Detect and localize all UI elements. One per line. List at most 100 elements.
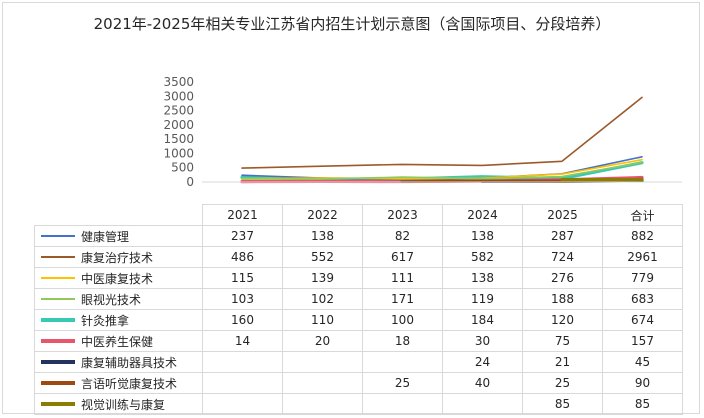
- data-label: 882: [602, 225, 683, 247]
- series-line: [241, 96, 643, 169]
- data-label: 237: [202, 225, 283, 247]
- y-tick-label: 1000: [163, 146, 194, 160]
- table-row: 眼视光技术 103 102 171 119 188 683: [34, 288, 683, 310]
- data-label: [442, 393, 523, 415]
- table-row: 健康管理 237 138 82 138 287 882: [34, 225, 683, 247]
- legend-key: [41, 360, 75, 364]
- data-label: 582: [442, 246, 523, 268]
- data-label: 779: [602, 267, 683, 289]
- data-label: 110: [282, 309, 363, 331]
- data-label: 30: [442, 330, 523, 352]
- data-label: 171: [362, 288, 443, 310]
- legend-key: [41, 256, 75, 258]
- data-label: 138: [442, 225, 523, 247]
- table-row: 中医养生保健 14 20 18 30 75 157: [34, 330, 683, 352]
- series-name: 眼视光技术: [81, 292, 142, 307]
- x-tick-label: 2021: [202, 204, 283, 226]
- legend-key: [41, 235, 75, 237]
- data-label: 102: [282, 288, 363, 310]
- data-label: 674: [602, 309, 683, 331]
- table-corner-cell: [34, 204, 203, 226]
- data-label: 25: [362, 372, 443, 394]
- legend-entry: 视觉训练与康复: [34, 393, 203, 415]
- series-name: 言语听觉康复技术: [81, 376, 178, 391]
- x-tick-label: 2025: [522, 204, 603, 226]
- data-label: 85: [522, 393, 603, 415]
- legend-key: [41, 402, 75, 406]
- data-label: 45: [602, 351, 683, 373]
- data-label: [282, 351, 363, 373]
- series-name: 针灸推拿: [81, 313, 130, 328]
- x-tick-label: 合计: [602, 204, 683, 226]
- x-tick-label: 2022: [282, 204, 363, 226]
- y-tick-label: 1500: [163, 132, 194, 146]
- y-tick-label: 2000: [163, 118, 194, 132]
- legend-entry: 针灸推拿: [34, 309, 203, 331]
- data-label: [362, 351, 443, 373]
- data-label: 138: [442, 267, 523, 289]
- data-label: 75: [522, 330, 603, 352]
- data-label: 82: [362, 225, 443, 247]
- series-name: 视觉训练与康复: [81, 397, 166, 412]
- data-label: 21: [522, 351, 603, 373]
- data-label: 683: [602, 288, 683, 310]
- chart-title: 2021年-2025年相关专业江苏省内招生计划示意图（含国际项目、分段培养）: [93, 15, 611, 33]
- data-label: 24: [442, 351, 523, 373]
- data-label: 90: [602, 372, 683, 394]
- table-row: 康复辅助器具技术 24 21 45: [34, 351, 683, 373]
- table-row: 针灸推拿 160 110 100 184 120 674: [34, 309, 683, 331]
- data-label: 157: [602, 330, 683, 352]
- legend-entry: 康复辅助器具技术: [34, 351, 203, 373]
- data-label: 119: [442, 288, 523, 310]
- data-table-legend: 2021 2022 2023 2024 2025 合计 健康管理 237 138 82 138 287…: [34, 204, 683, 415]
- data-label: [282, 393, 363, 415]
- data-label: 139: [282, 267, 363, 289]
- data-label: 25: [522, 372, 603, 394]
- data-label: 103: [202, 288, 283, 310]
- legend-entry: 康复治疗技术: [34, 246, 203, 268]
- series-name: 中医康复技术: [81, 271, 154, 286]
- legend-entry: 中医养生保健: [34, 330, 203, 352]
- data-label: 552: [282, 246, 363, 268]
- data-label: 85: [602, 393, 683, 415]
- data-label: 276: [522, 267, 603, 289]
- y-tick-label: 3500: [163, 75, 194, 89]
- series-name: 康复辅助器具技术: [81, 355, 178, 370]
- data-label: 617: [362, 246, 443, 268]
- series-name: 健康管理: [81, 229, 130, 244]
- legend-entry: 言语听觉康复技术: [34, 372, 203, 394]
- series-name: 康复治疗技术: [81, 250, 154, 265]
- x-tick-label: 2023: [362, 204, 443, 226]
- data-label: 14: [202, 330, 283, 352]
- x-tick-label: 2024: [442, 204, 523, 226]
- data-label: 160: [202, 309, 283, 331]
- table-row: 中医康复技术 115 139 111 138 276 779: [34, 267, 683, 289]
- series-line: [241, 161, 643, 180]
- y-tick-label: 2500: [163, 104, 194, 118]
- data-label: 40: [442, 372, 523, 394]
- data-label: 2961: [602, 246, 683, 268]
- data-label: 20: [282, 330, 363, 352]
- y-tick-label: 500: [171, 161, 194, 175]
- data-label: [202, 351, 283, 373]
- data-label: [282, 372, 363, 394]
- data-label: 120: [522, 309, 603, 331]
- legend-entry: 中医康复技术: [34, 267, 203, 289]
- legend-key: [41, 277, 75, 279]
- legend-entry: 眼视光技术: [34, 288, 203, 310]
- data-label: 100: [362, 309, 443, 331]
- plot-area: [240, 96, 644, 184]
- data-label: 18: [362, 330, 443, 352]
- data-label: 115: [202, 267, 283, 289]
- table-row: 视觉训练与康复 85 85: [34, 393, 683, 415]
- table-row: 言语听觉康复技术 25 40 25 90: [34, 372, 683, 394]
- data-label: 188: [522, 288, 603, 310]
- data-label: 138: [282, 225, 363, 247]
- data-label: 111: [362, 267, 443, 289]
- data-label: [202, 393, 283, 415]
- legend-entry: 健康管理: [34, 225, 203, 247]
- legend-key: [41, 298, 75, 300]
- legend-key: [41, 381, 75, 385]
